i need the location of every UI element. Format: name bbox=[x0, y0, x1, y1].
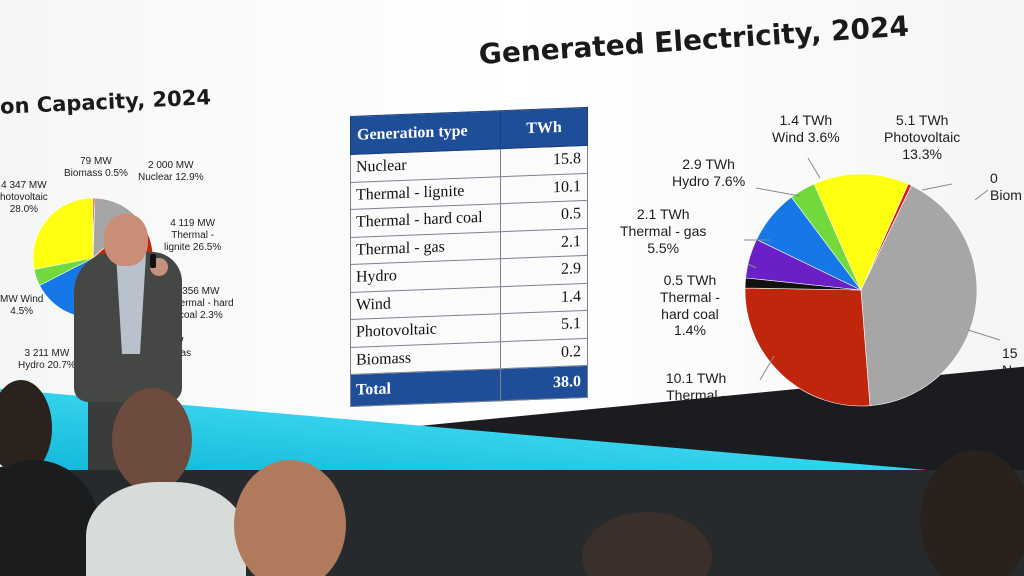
cap-label-biomass: 79 MW Biomass 0.5% bbox=[64, 156, 128, 180]
leader-line bbox=[921, 183, 953, 191]
cap-label-hardcoal: 356 MW Thermal - hard coal 2.3% bbox=[168, 286, 234, 322]
leader-line bbox=[974, 189, 989, 201]
label-lignite-value: 10.1 TWh bbox=[665, 370, 727, 386]
cap-pv-percent: 28.0% bbox=[9, 204, 39, 215]
cap-label-lignite: 4 119 MW Thermal - lignite 26.5% bbox=[164, 218, 221, 254]
label-biomass-value: 0 bbox=[990, 170, 998, 186]
label-hard-coal: 0.5 TWh Thermal - hard coal 1.4% bbox=[660, 272, 720, 339]
pie-slice-nuclear bbox=[860, 185, 978, 406]
label-hardcoal-name2: hard coal bbox=[661, 305, 719, 322]
cap-label-wind: MW Wind 4.5% bbox=[0, 294, 43, 318]
label-gas-value: 2.1 TWh bbox=[636, 206, 690, 222]
audience-head-bald bbox=[234, 460, 346, 576]
audience-shoulders-center bbox=[86, 482, 246, 576]
label-pv-percent: 13.3% bbox=[902, 145, 942, 162]
cap-hydro-value: 3 211 MW bbox=[24, 348, 70, 359]
label-nuclear-percent: 4 bbox=[1002, 378, 1010, 395]
label-lignite-name: Thermal - bbox=[666, 386, 727, 403]
cap-nuclear-value: 2 000 MW bbox=[148, 160, 194, 171]
cap-pv-value: 4 347 MW bbox=[1, 180, 47, 191]
label-hardcoal-name1: Thermal - bbox=[660, 288, 720, 305]
cap-biomass-value: 79 MW bbox=[80, 156, 112, 167]
cap-label-photovoltaic: 4 347 MW hotovoltaic 28.0% bbox=[0, 180, 48, 216]
label-gas-name: Thermal - gas bbox=[620, 222, 707, 239]
cap-wind-percent: 4.5% bbox=[10, 306, 34, 317]
leader-line bbox=[967, 329, 1001, 341]
cap-hardcoal-name: Thermal - hard bbox=[168, 298, 234, 309]
pie-slice-photovoltaic bbox=[32, 197, 94, 270]
cap-label-nuclear: 2 000 MW Nuclear 12.9% bbox=[138, 160, 204, 184]
label-nuclear: 15 N 4 bbox=[1002, 345, 1018, 395]
label-hardcoal-percent: 1.4% bbox=[673, 322, 706, 339]
audience-head-right bbox=[920, 450, 1024, 576]
label-wind-value: 1.4 TWh bbox=[779, 112, 833, 128]
label-hydro-value: 2.9 TWh bbox=[682, 156, 735, 172]
leader-line bbox=[807, 157, 821, 179]
cap-hardcoal-value: 356 MW bbox=[182, 286, 220, 297]
leader-line bbox=[755, 187, 801, 197]
label-hydro: 2.9 TWh Hydro 7.6% bbox=[672, 156, 745, 190]
audience-head-center bbox=[112, 388, 192, 492]
cap-lignite-value: 4 119 MW bbox=[170, 218, 216, 229]
speaker-head bbox=[104, 214, 148, 266]
leader-line bbox=[747, 263, 757, 269]
label-biomass-name: Biom bbox=[990, 186, 1022, 203]
label-wind-name: Wind 3.6% bbox=[772, 128, 840, 145]
label-biomass: 0 Biom bbox=[990, 170, 1022, 204]
audience-head-right-center bbox=[582, 512, 712, 576]
pie-slice-thermal-lignite bbox=[744, 287, 871, 407]
label-gas: 2.1 TWh Thermal - gas 5.5% bbox=[620, 206, 706, 256]
cap-biomass-name: Biomass 0.5% bbox=[64, 168, 128, 179]
label-nuclear-value: 15 bbox=[1002, 345, 1018, 361]
cap-hydro-name: Hydro 20.7% bbox=[18, 360, 76, 371]
label-photovoltaic: 5.1 TWh Photovoltaic 13.3% bbox=[884, 112, 960, 162]
cap-nuclear-name: Nuclear 12.9% bbox=[138, 172, 204, 183]
label-wind: 1.4 TWh Wind 3.6% bbox=[772, 112, 840, 146]
label-gas-percent: 5.5% bbox=[647, 239, 680, 256]
label-nuclear-name: N bbox=[1002, 361, 1013, 378]
cap-hardcoal-percent: coal 2.3% bbox=[178, 310, 223, 321]
label-lignite: 10.1 TWh Thermal - lignite 26.5% bbox=[656, 370, 736, 420]
cap-lignite-name: Thermal - bbox=[171, 230, 215, 241]
label-pv-value: 5.1 TWh bbox=[895, 112, 949, 128]
label-hardcoal-value: 0.5 TWh bbox=[663, 272, 717, 288]
microphone-icon bbox=[150, 254, 156, 268]
cap-lignite-percent: lignite 26.5% bbox=[164, 242, 222, 253]
leader-line bbox=[759, 355, 775, 381]
cap-pv-name: hotovoltaic bbox=[0, 192, 48, 203]
cap-label-hydro: 3 211 MW Hydro 20.7% bbox=[18, 348, 76, 372]
label-pv-name: Photovoltaic bbox=[884, 128, 961, 145]
cap-wind-value: MW Wind bbox=[0, 294, 44, 305]
label-hydro-name: Hydro 7.6% bbox=[672, 172, 746, 189]
label-lignite-percent: lignite 26.5% bbox=[656, 403, 737, 420]
pie-slice-photovoltaic bbox=[813, 173, 909, 291]
